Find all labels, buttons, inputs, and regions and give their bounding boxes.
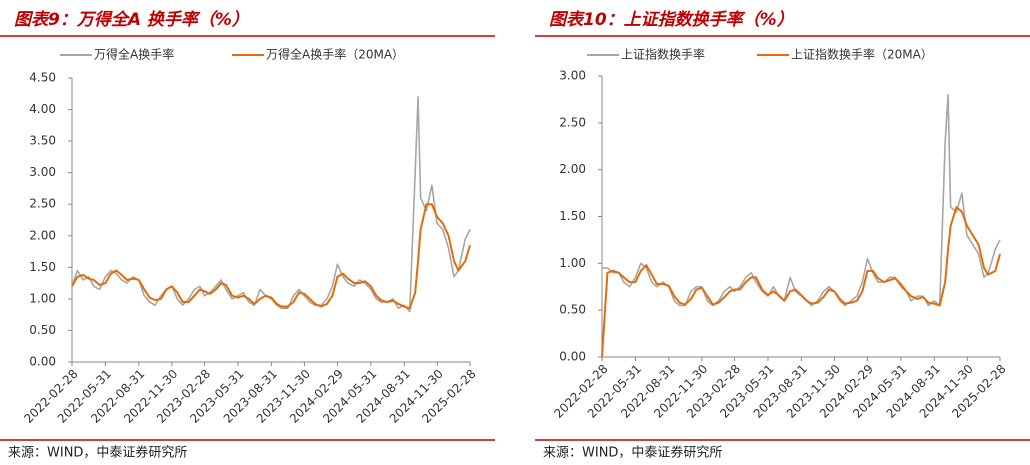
y-tick-label: 3.00 [559,69,586,83]
chart-title: 图表10：上证指数换手率（%） [549,10,794,30]
y-tick-label: 1.00 [29,291,56,305]
y-tick-label: 2.00 [29,228,56,242]
legend-label: 万得全A换手率 [94,47,174,62]
y-tick-label: 1.50 [559,209,586,223]
y-tick-label: 0.50 [29,323,56,337]
y-tick-label: 4.50 [29,71,56,85]
y-tick-label: 2.50 [29,197,56,211]
y-tick-label: 0.00 [29,355,56,369]
y-tick-label: 2.00 [559,162,586,176]
legend-label: 万得全A换手率（20MA） [266,47,404,62]
legend-label: 上证指数换手率 [621,47,705,62]
chart-title: 图表9：万得全A 换手率（%） [14,10,249,30]
y-tick-label: 2.50 [559,115,586,129]
legend-label: 上证指数换手率（20MA） [791,47,933,62]
y-tick-label: 1.50 [29,260,56,274]
y-tick-label: 1.00 [559,256,586,270]
y-tick-label: 3.50 [29,134,56,148]
source: 来源：WIND，中泰证券研究所 [543,445,722,461]
y-tick-label: 0.00 [559,350,586,364]
series-line [601,206,1001,358]
series-line [71,203,471,310]
source: 来源：WIND，中泰证券研究所 [8,445,187,461]
y-tick-label: 0.50 [559,303,586,317]
y-tick-label: 4.00 [29,102,56,116]
series-line [602,93,1001,307]
y-tick-label: 3.00 [29,165,56,179]
